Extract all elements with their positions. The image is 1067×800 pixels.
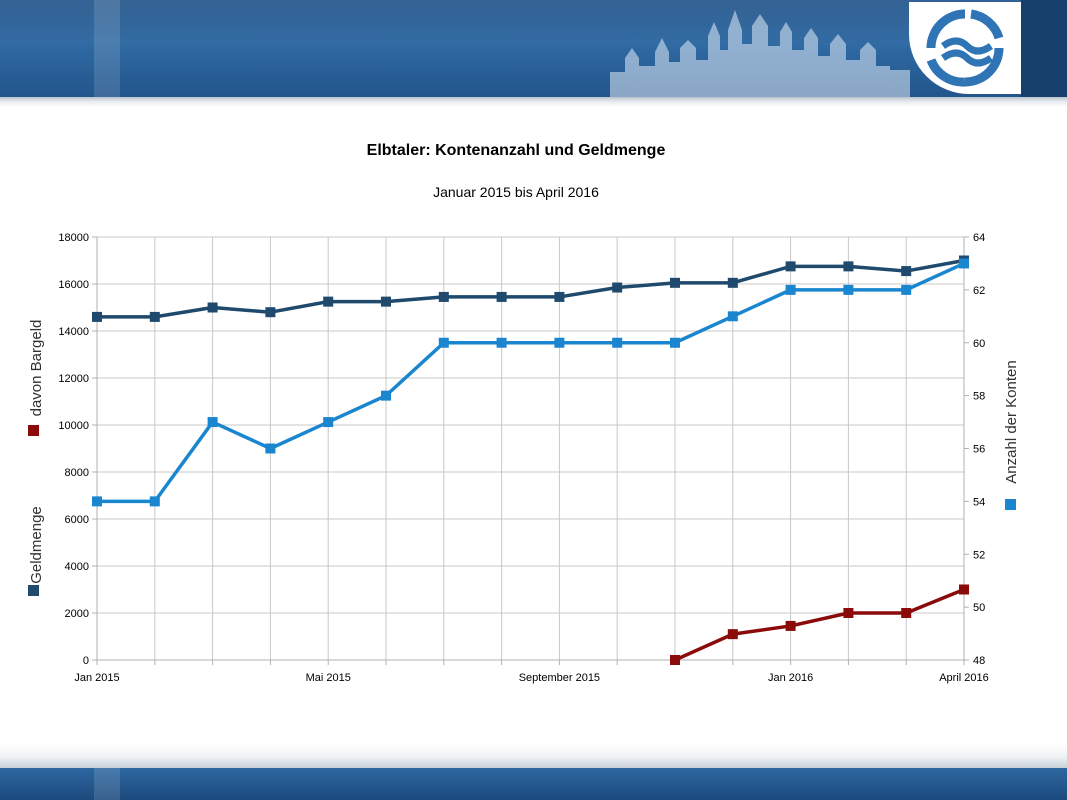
data-point-davon-bargeld xyxy=(670,655,680,665)
y-right-tick-label: 56 xyxy=(973,444,985,456)
data-point-geldmenge xyxy=(670,277,680,288)
data-point-anzahl-der-konten xyxy=(901,284,912,295)
data-point-geldmenge xyxy=(381,296,391,307)
data-point-anzahl-der-konten xyxy=(149,496,160,507)
data-point-anzahl-der-konten xyxy=(438,337,449,348)
city-skyline-silhouette xyxy=(610,10,910,97)
y-right-tick-label: 64 xyxy=(973,232,985,244)
y-left-tick-label: 4000 xyxy=(65,561,89,573)
legend-bargeld-label: davon Bargeld xyxy=(28,320,45,417)
legend-right: Anzahl der Konten xyxy=(1003,360,1020,510)
data-point-anzahl-der-konten xyxy=(959,258,969,269)
data-point-anzahl-der-konten xyxy=(323,417,334,428)
series-line-geldmenge xyxy=(97,258,965,319)
data-point-geldmenge xyxy=(612,282,623,293)
y-left-tick-label: 6000 xyxy=(65,514,89,526)
data-point-geldmenge xyxy=(727,277,738,288)
footer-banner xyxy=(0,768,1067,800)
x-tick-label: Mai 2015 xyxy=(306,672,351,684)
data-point-davon-bargeld xyxy=(727,629,738,640)
data-point-anzahl-der-konten xyxy=(92,496,102,507)
y-left-tick-label: 18000 xyxy=(58,232,89,244)
header-banner xyxy=(0,0,1067,97)
data-point-geldmenge xyxy=(92,311,102,322)
data-point-geldmenge xyxy=(207,302,218,313)
y-left-tick-label: 10000 xyxy=(58,420,89,432)
data-point-geldmenge xyxy=(265,307,276,318)
y-right-tick-label: 54 xyxy=(973,496,985,508)
y-left-tick-label: 8000 xyxy=(65,467,89,479)
data-point-anzahl-der-konten xyxy=(670,337,680,348)
data-point-davon-bargeld xyxy=(901,608,912,618)
legend-konten-label: Anzahl der Konten xyxy=(1003,360,1020,483)
x-tick-label: Jan 2015 xyxy=(74,672,119,684)
y-right-tick-label: 48 xyxy=(973,655,985,667)
data-point-anzahl-der-konten xyxy=(554,337,565,348)
y-right-tick-label: 60 xyxy=(973,338,985,350)
data-point-anzahl-der-konten xyxy=(381,390,391,401)
grid xyxy=(96,236,965,661)
y-right-tick-label: 62 xyxy=(973,285,985,297)
y-right-tick-label: 58 xyxy=(973,391,985,403)
y-left-tick-label: 0 xyxy=(83,655,89,667)
series-line-anzahl-der-konten xyxy=(97,261,965,504)
logo-panel xyxy=(909,2,1021,94)
chart-subtitle: Januar 2015 bis April 2016 xyxy=(433,184,599,200)
x-tick-label: September 2015 xyxy=(519,672,600,684)
data-point-anzahl-der-konten xyxy=(207,417,218,428)
data-point-davon-bargeld xyxy=(843,608,854,618)
chart-title: Elbtaler: Kontenanzahl und Geldmenge xyxy=(367,142,666,159)
data-point-davon-bargeld xyxy=(959,584,969,595)
data-point-geldmenge xyxy=(438,291,449,302)
legend-geldmenge-marker xyxy=(28,585,39,596)
footer-shadow xyxy=(0,744,1067,768)
data-point-geldmenge xyxy=(901,266,912,277)
header-shadow xyxy=(0,97,1067,107)
data-point-anzahl-der-konten xyxy=(843,284,854,295)
data-point-geldmenge xyxy=(843,261,854,272)
legend-konten-marker xyxy=(1005,499,1016,510)
data-point-geldmenge xyxy=(785,261,796,272)
tick-labels: 0 2000 4000 6000 8000 10000 12000 14000 16000 180… xyxy=(58,232,988,684)
legend-bargeld-marker xyxy=(28,425,39,436)
legend-geldmenge-label: Geldmenge xyxy=(28,506,45,584)
data-point-geldmenge xyxy=(496,291,507,302)
y-left-tick-label: 16000 xyxy=(58,279,89,291)
axes xyxy=(92,236,969,665)
y-left-tick-label: 14000 xyxy=(58,326,89,338)
x-tick-label: Jan 2016 xyxy=(768,672,813,684)
y-left-tick-label: 2000 xyxy=(65,608,89,620)
data-point-anzahl-der-konten xyxy=(727,311,738,322)
series-line-davon-bargeld xyxy=(674,587,965,662)
x-tick-label: April 2016 xyxy=(939,672,989,684)
data-point-anzahl-der-konten xyxy=(265,443,276,454)
data-point-geldmenge xyxy=(554,291,565,302)
y-left-tick-label: 12000 xyxy=(58,373,89,385)
data-point-geldmenge xyxy=(149,311,160,322)
data-point-anzahl-der-konten xyxy=(612,337,623,348)
y-right-tick-label: 50 xyxy=(973,602,985,614)
elbtaler-wave-logo-icon xyxy=(926,9,1004,87)
y-right-tick-label: 52 xyxy=(973,549,985,561)
data-point-anzahl-der-konten xyxy=(496,337,507,348)
data-point-davon-bargeld xyxy=(785,620,796,631)
data-point-anzahl-der-konten xyxy=(785,284,796,295)
legend-left: Geldmenge davon Bargeld xyxy=(28,320,45,596)
series-layer xyxy=(92,255,969,665)
data-point-geldmenge xyxy=(323,296,334,307)
